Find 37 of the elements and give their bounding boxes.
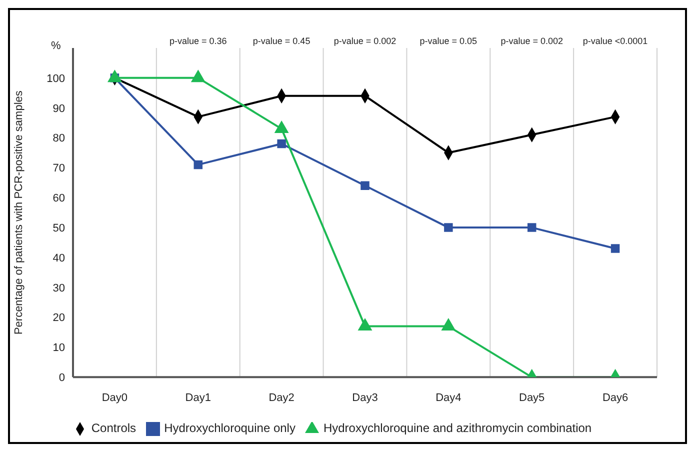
point [194,160,203,170]
y-tick-label: 100 [46,72,65,85]
y-tick-label: 10 [52,342,65,354]
text: p-value = 0.36 [168,36,228,46]
point [444,223,453,232]
y-tick-label: 20 [52,312,65,324]
y-tick-label: 40 [52,252,65,264]
point [360,181,370,190]
y-tick-label: 60 [52,192,65,205]
x-tick-label: Day4 [436,392,462,404]
legend-label: Hydroxychloroquine only [164,421,296,436]
y-tick-label: 80 [52,132,65,145]
point [277,139,286,148]
x-tick-label: Day2 [268,392,294,404]
x-tick-label: Day0 [102,392,128,404]
y-tick-label: 0 [58,372,65,384]
text: p-value = 0.002 [332,36,398,46]
y-tick-label: 90 [52,102,65,115]
text: % [51,40,61,52]
y-tick-label: 70 [52,162,65,175]
point [527,223,536,232]
x-tick-label: Day6 [602,392,628,404]
text: p-value = 0.002 [500,36,564,46]
x-tick-label: Day3 [352,392,378,404]
x-tick-label: Day5 [519,392,545,404]
y-tick-label: 50 [52,222,65,234]
text: p-value <0.0001 [582,36,649,46]
legend-label: Hydroxychloroquine and azithromycin combination [323,421,592,436]
point [610,244,620,253]
text: p-value = 0.05 [418,36,478,46]
point [442,318,456,330]
legend-label: Controls [91,421,136,436]
point [358,318,372,330]
text: p-value = 0.45 [252,36,312,46]
y-tick-label: 30 [52,282,65,294]
y-axis-title: Percentage of patients with PCR-positive samples [12,90,25,335]
x-tick-label: Day1 [185,392,211,404]
